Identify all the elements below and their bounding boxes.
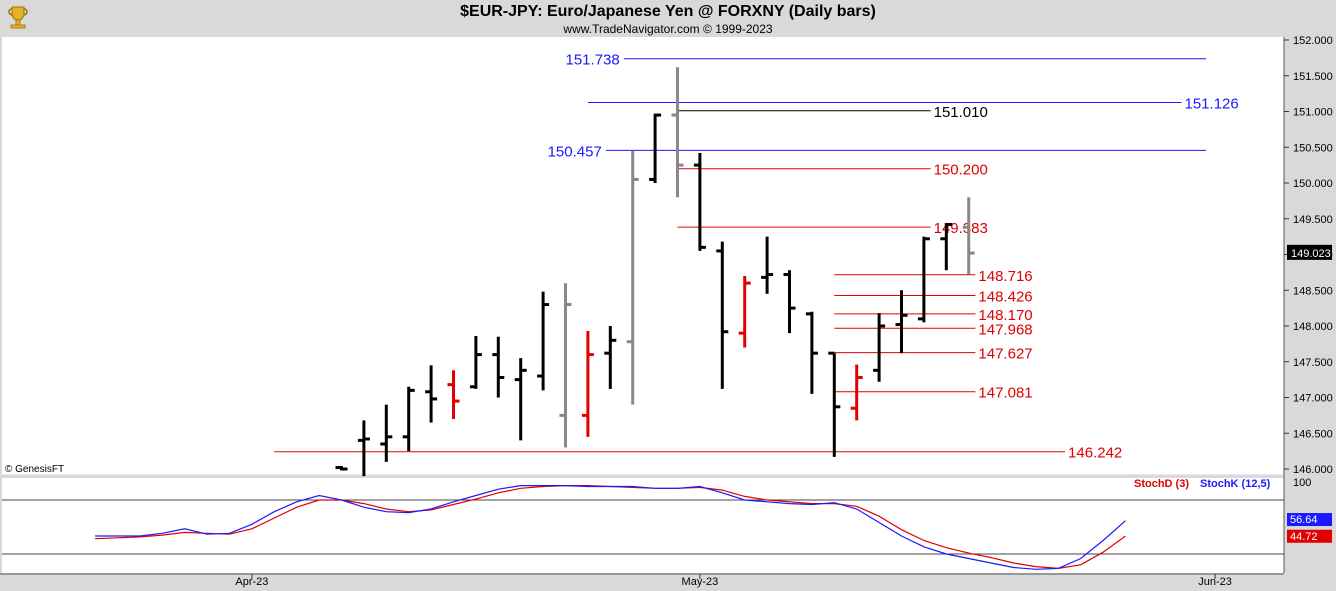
stoch-value-box-1 [1287,529,1332,543]
ohlc-bar-2 [380,404,393,462]
ohlc-bar-4 [425,365,438,423]
ohlc-bar-18 [738,275,751,348]
stoch-legend-1: StochK (12,5) [1200,478,1271,490]
level-label-5: 149.383 [934,220,988,237]
level-label-6: 148.716 [978,268,1032,285]
ohlc-bar-22 [828,351,841,457]
ohlc-bar-6 [469,336,482,389]
ohlc-bar-14 [649,113,662,183]
ohlc-bar-26 [917,236,930,323]
ohlc-bar-17 [716,241,729,389]
ohlc-bar-5 [447,370,460,419]
ohlc-bar-8 [514,358,527,441]
ohlc-bar-15 [671,67,684,198]
ohlc-bar-0 [335,466,348,471]
ohlc-bar-23 [850,364,863,421]
level-label-0: 151.738 [566,52,620,69]
y-tick-label-9: 147.500 [1293,357,1333,369]
ohlc-bar-19 [761,236,774,294]
ohlc-bar-9 [537,291,550,391]
y-tick-label-12: 146.000 [1293,464,1333,476]
price-panel-background [2,37,1284,476]
ohlc-bar-10 [559,283,572,448]
ohlc-bar-12 [604,326,617,389]
level-label-2: 151.010 [934,104,988,121]
stoch-value-box-0 [1287,513,1332,527]
stoch-line-k [95,485,1126,570]
y-tick-label-3: 150.500 [1293,142,1333,154]
stochastic-panel: 100 56.64 44.72 StochD (3) StochK (12,5) [2,477,1332,570]
y-tick-label-0: 152.000 [1293,35,1333,47]
level-label-11: 147.081 [978,385,1032,402]
ohlc-bar-1 [357,420,370,477]
last-price-box [1287,244,1332,260]
ohlc-bar-13 [626,150,639,405]
y-tick-label-10: 147.000 [1293,393,1333,405]
y-tick-label-1: 151.500 [1293,71,1333,83]
last-price-label: 149.023 [1291,248,1331,260]
stoch-value-label-0: 56.64 [1290,514,1318,526]
ohlc-bar-16 [693,152,706,251]
ohlc-bar-28 [962,197,975,275]
ohlc-bar-20 [783,270,796,334]
y-tick-label-2: 151.000 [1293,107,1333,119]
ohlc-bar-25 [895,290,908,354]
ohlc-bar-27 [940,222,953,271]
stoch-panel-background [2,478,1284,573]
level-label-3: 150.457 [548,143,602,160]
x-tick-label-0: Apr-23 [235,576,268,588]
trophy-logo-icon [8,6,28,29]
y-tick-label-8: 148.000 [1293,321,1333,333]
ohlc-bar-7 [492,336,505,398]
level-label-12: 146.242 [1068,445,1122,462]
level-label-7: 148.426 [978,289,1032,306]
ohlc-bar-24 [873,313,886,382]
x-tick-label-2: Jun-23 [1198,576,1232,588]
level-label-10: 147.627 [978,346,1032,363]
chart-subtitle: www.TradeNavigator.com © 1999-2023 [563,22,773,36]
y-tick-label-11: 146.500 [1293,428,1333,440]
stoch-legend-0: StochD (3) [1134,478,1189,490]
price-axis: 152.000 151.500 151.000 150.500 150.000 149.5… [1284,35,1333,476]
level-label-8: 148.170 [978,307,1032,324]
y-tick-label-4: 150.000 [1293,178,1333,190]
ohlc-bar-21 [805,311,818,394]
stoch-value-label-1: 44.72 [1290,531,1318,543]
level-label-1: 151.126 [1185,95,1239,112]
stoch-y-tick-label-0: 100 [1293,477,1311,489]
chart-header: $EUR-JPY: Euro/Japanese Yen @ FORXNY (Da… [0,0,1336,36]
x-tick-label-1: May-23 [682,576,719,588]
y-tick-label-5: 149.500 [1293,214,1333,226]
ohlc-bars [335,67,975,477]
y-tick-label-7: 148.500 [1293,285,1333,297]
level-label-4: 150.200 [934,162,988,179]
ohlc-bar-11 [581,331,594,437]
chart-title: $EUR-JPY: Euro/Japanese Yen @ FORXNY (Da… [460,3,876,20]
ohlc-bar-3 [402,386,415,452]
level-label-9: 147.968 [978,321,1032,338]
watermark: © GenesisFT [5,464,64,475]
time-axis: Apr-23 May-23 Jun-23 [235,574,1232,588]
